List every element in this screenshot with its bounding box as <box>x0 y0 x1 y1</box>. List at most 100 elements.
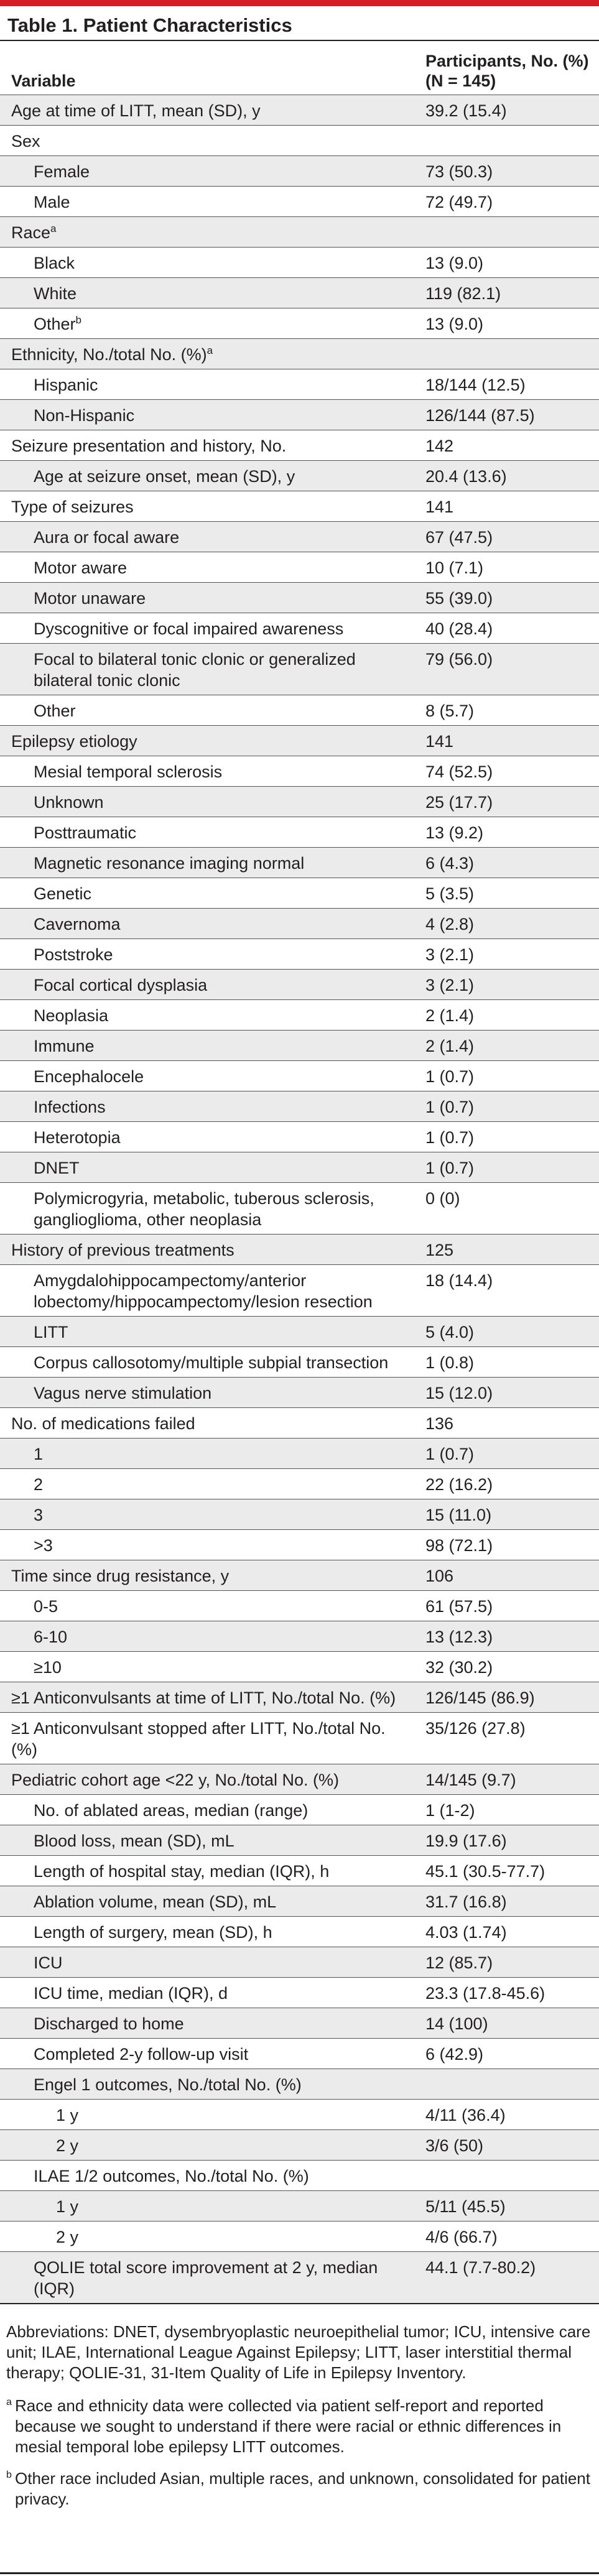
row-label: Heterotopia <box>0 1127 425 1148</box>
row-label: 1 <box>0 1443 425 1465</box>
row-value: 1 (0.7) <box>425 1098 475 1116</box>
row-label: Completed 2-y follow-up visit <box>0 2044 425 2065</box>
row-value: 13 (9.0) <box>425 315 484 333</box>
row-label-text: Ablation volume, mean (SD), mL <box>34 1893 277 1911</box>
row-value <box>425 344 599 365</box>
row-label-text: No. of ablated areas, median (range) <box>34 1801 309 1820</box>
row-value: 14/145 (9.7) <box>425 1771 516 1789</box>
row-label: Mesial temporal sclerosis <box>0 761 425 782</box>
row-label-text: Other <box>34 315 76 333</box>
row-label-text: White <box>34 284 77 303</box>
table-row: Engel 1 outcomes, No./total No. (%) <box>0 2069 599 2099</box>
row-label: 2 <box>0 1474 425 1495</box>
row-label: Age at seizure onset, mean (SD), y <box>0 466 425 487</box>
row-label-text: Amygdalohippocampectomy/anterior lobecto… <box>34 1271 373 1311</box>
row-label-text: 2 y <box>56 2136 79 2155</box>
row-label: Type of seizures <box>0 496 425 517</box>
table-row: Otherb 13 (9.0) <box>0 308 599 338</box>
row-label-text: Age at time of LITT, mean (SD), y <box>11 101 261 120</box>
row-label: Poststroke <box>0 944 425 965</box>
table-row: ICU time, median (IQR), d 23.3 (17.8-45.6… <box>0 1977 599 2008</box>
table-row: 6-10 13 (12.3) <box>0 1621 599 1651</box>
row-value: 44.1 (7.7-80.2) <box>425 2258 536 2277</box>
row-label-text: Pediatric cohort age <22 y, No./total No… <box>11 1771 340 1789</box>
row-label: DNET <box>0 1157 425 1179</box>
table-row: Encephalocele 1 (0.7) <box>0 1060 599 1091</box>
row-value: 1 (0.7) <box>425 1159 475 1177</box>
row-label-text: Length of hospital stay, median (IQR), h <box>34 1862 330 1881</box>
table-row: Amygdalohippocampectomy/anterior lobecto… <box>0 1264 599 1316</box>
row-label-text: Poststroke <box>34 945 113 964</box>
row-label-text: Dyscognitive or focal impaired awareness <box>34 619 344 638</box>
table-row: Aura or focal aware 67 (47.5) <box>0 521 599 552</box>
row-label-text: Encephalocele <box>34 1067 144 1086</box>
row-value: 125 <box>425 1241 454 1259</box>
row-value: 40 (28.4) <box>425 619 493 638</box>
row-value: 45.1 (30.5-77.7) <box>425 1862 546 1881</box>
table-row: LITT 5 (4.0) <box>0 1316 599 1346</box>
row-value: 14 (100) <box>425 2014 488 2033</box>
row-label: ICU <box>0 1952 425 1973</box>
row-value: 23.3 (17.8-45.6) <box>425 1984 546 2003</box>
table-row: Heterotopia 1 (0.7) <box>0 1121 599 1152</box>
table-body: Age at time of LITT, mean (SD), y 39.2 (1… <box>0 95 599 2303</box>
row-label-text: 2 y <box>56 2228 79 2246</box>
row-value: 61 (57.5) <box>425 1597 493 1616</box>
row-value: 22 (16.2) <box>425 1475 493 1494</box>
row-label: Ethnicity, No./total No. (%)a <box>0 344 425 365</box>
row-value: 79 (56.0) <box>425 650 493 669</box>
row-label: ≥1 Anticonvulsant stopped after LITT, No… <box>0 1718 425 1760</box>
row-label-text: Focal cortical dysplasia <box>34 976 208 994</box>
row-label-text: ILAE 1/2 outcomes, No./total No. (%) <box>34 2167 309 2185</box>
table-header: Variable Participants, No. (%) (N = 145) <box>0 41 599 95</box>
row-label: Blood loss, mean (SD), mL <box>0 1830 425 1851</box>
row-label-text: Female <box>34 162 90 181</box>
accent-bar <box>0 0 599 6</box>
table-row: Pediatric cohort age <22 y, No./total No… <box>0 1764 599 1794</box>
table-row: Ablation volume, mean (SD), mL 31.7 (16.8… <box>0 1886 599 1916</box>
row-label: Discharged to home <box>0 2013 425 2034</box>
row-value: 10 (7.1) <box>425 558 484 577</box>
row-label: Motor aware <box>0 557 425 578</box>
table-title: Table 1. Patient Characteristics <box>7 14 292 36</box>
table-row: 2 22 (16.2) <box>0 1468 599 1499</box>
row-label-text: Ethnicity, No./total No. (%) <box>11 345 207 364</box>
row-value: 4.03 (1.74) <box>425 1923 507 1942</box>
row-label-text: Seizure presentation and history, No. <box>11 437 287 455</box>
row-label-text: 1 <box>34 1445 44 1463</box>
row-label-text: Black <box>34 254 75 272</box>
row-label-text: 1 y <box>56 2197 79 2216</box>
table-row: Age at seizure onset, mean (SD), y 20.4 (… <box>0 460 599 491</box>
row-label: Male <box>0 192 425 213</box>
row-label-text: Completed 2-y follow-up visit <box>34 2045 249 2064</box>
table-row: DNET 1 (0.7) <box>0 1152 599 1182</box>
row-value: 136 <box>425 1414 454 1433</box>
row-label: Length of surgery, mean (SD), h <box>0 1922 425 1943</box>
table-row: White 119 (82.1) <box>0 277 599 308</box>
row-value <box>425 2166 599 2187</box>
table-row: ICU 12 (85.7) <box>0 1947 599 1977</box>
row-label: QOLIE total score improvement at 2 y, me… <box>0 2257 425 2299</box>
row-label-text: Focal to bilateral tonic clonic or gener… <box>34 650 356 690</box>
row-label-text: Vagus nerve stimulation <box>34 1384 212 1402</box>
table-row: Blood loss, mean (SD), mL 19.9 (17.6) <box>0 1825 599 1855</box>
table-row: Age at time of LITT, mean (SD), y 39.2 (1… <box>0 95 599 125</box>
row-label-text: 6-10 <box>34 1628 68 1646</box>
row-label: Length of hospital stay, median (IQR), h <box>0 1861 425 1882</box>
row-label-text: Sex <box>11 132 40 151</box>
table-row: Female 73 (50.3) <box>0 155 599 186</box>
row-value: 6 (4.3) <box>425 854 475 873</box>
row-label: Focal to bilateral tonic clonic or gener… <box>0 649 425 691</box>
row-label-text: DNET <box>34 1159 80 1177</box>
row-label: Otherb <box>0 313 425 335</box>
table-row: Black 13 (9.0) <box>0 247 599 277</box>
row-label: 1 y <box>0 2105 425 2126</box>
row-label: Other <box>0 700 425 721</box>
table-row: No. of medications failed 136 <box>0 1407 599 1438</box>
row-value: 5 (4.0) <box>425 1323 475 1341</box>
row-value: 2 (1.4) <box>425 1037 475 1055</box>
table-row: Sex <box>0 125 599 155</box>
table-row: Racea <box>0 216 599 247</box>
footnote-b: b Other race included Asian, multiple ra… <box>6 2468 592 2509</box>
row-value: 106 <box>425 1567 454 1585</box>
